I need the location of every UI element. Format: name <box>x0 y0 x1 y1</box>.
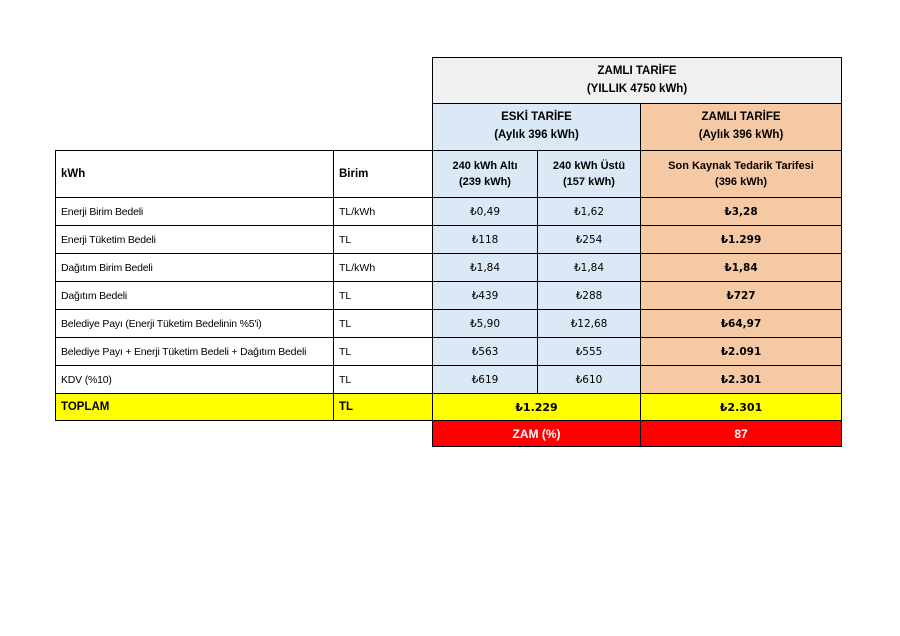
value-cell-old-over: ₺610 <box>537 365 641 394</box>
top-header-cell: ZAMLI TARİFE (YILLIK 4750 kWh) <box>431 57 843 104</box>
table-row: Dağıtım Bedeli TL ₺439 ₺288 ₺727 <box>55 281 843 310</box>
table-row: Belediye Payı (Enerji Tüketim Bedelinin … <box>55 309 843 338</box>
col-header-under-240: 240 kWh Altı (239 kWh) <box>432 150 538 198</box>
zam-label-cell: ZAM (%) <box>432 420 641 447</box>
row-label: Enerji Birim Bedeli <box>55 197 334 226</box>
zam-value-cell: 87 <box>639 420 843 447</box>
old-tariff-line2: (Aylık 396 kWh) <box>494 129 579 141</box>
row-unit: TL <box>333 225 433 254</box>
value-cell-old-under: ₺439 <box>432 281 538 310</box>
table-row: Belediye Payı + Enerji Tüketim Bedeli + … <box>55 337 843 366</box>
col3-line1: Son Kaynak Tedarik Tarifesi <box>668 159 814 172</box>
row-unit: TL <box>333 281 433 310</box>
tariff-table-wrapper: ZAMLI TARİFE (YILLIK 4750 kWh) ESKİ TARİ… <box>55 57 843 447</box>
value-cell-old-over: ₺254 <box>537 225 641 254</box>
total-old-cell: ₺1.229 <box>432 393 641 421</box>
value-cell-old-under: ₺5,90 <box>432 309 538 338</box>
col-header-birim: Birim <box>333 150 433 198</box>
value-cell-old-over: ₺288 <box>537 281 641 310</box>
value-cell-new: ₺1.299 <box>639 225 843 254</box>
row-label: Dağıtım Bedeli <box>55 281 334 310</box>
row-unit: TL/kWh <box>333 253 433 282</box>
total-new-cell: ₺2.301 <box>639 393 843 421</box>
empty-cell <box>56 421 433 447</box>
table-row: KDV (%10) TL ₺619 ₺610 ₺2.301 <box>55 365 843 394</box>
value-cell-old-under: ₺563 <box>432 337 538 366</box>
total-unit-cell: TL <box>333 393 433 421</box>
row-unit: TL <box>333 309 433 338</box>
row-unit: TL <box>333 365 433 394</box>
col1-line1: 240 kWh Altı <box>452 159 518 172</box>
table-row: ZAMLI TARİFE (YILLIK 4750 kWh) <box>56 57 843 104</box>
row-unit: TL <box>333 337 433 366</box>
value-cell-old-under: ₺619 <box>432 365 538 394</box>
tariff-table: ZAMLI TARİFE (YILLIK 4750 kWh) ESKİ TARİ… <box>55 57 843 447</box>
value-cell-new: ₺3,28 <box>639 197 843 226</box>
top-header-line2: (YILLIK 4750 kWh) <box>586 82 688 95</box>
value-cell-old-under: ₺118 <box>432 225 538 254</box>
value-cell-old-over: ₺555 <box>537 337 641 366</box>
col2-line1: 240 kWh Üstü <box>552 159 626 172</box>
top-header-line1: ZAMLI TARİFE <box>597 64 677 77</box>
value-cell-new: ₺64,97 <box>639 309 843 338</box>
value-cell-old-under: ₺1,84 <box>432 253 538 282</box>
value-cell-old-under: ₺0,49 <box>432 197 538 226</box>
table-row: TOPLAM TL ₺1.229 ₺2.301 <box>55 393 843 421</box>
table-row: Enerji Birim Bedeli TL/kWh ₺0,49 ₺1,62 ₺… <box>55 197 843 226</box>
value-cell-new: ₺727 <box>639 281 843 310</box>
new-tariff-header-cell: ZAMLI TARİFE (Aylık 396 kWh) <box>639 103 843 151</box>
value-cell-new: ₺2.301 <box>639 365 843 394</box>
value-cell-old-over: ₺1,84 <box>537 253 641 282</box>
col1-line2: (239 kWh) <box>459 176 511 188</box>
col-header-kwh: kWh <box>55 150 334 198</box>
new-tariff-line2: (Aylık 396 kWh) <box>698 129 784 141</box>
empty-cell <box>56 58 433 104</box>
value-cell-new: ₺2.091 <box>639 337 843 366</box>
row-unit: TL/kWh <box>333 197 433 226</box>
table-row: ESKİ TARİFE (Aylık 396 kWh) ZAMLI TARİFE… <box>56 103 843 151</box>
row-label: Belediye Payı (Enerji Tüketim Bedelinin … <box>55 309 334 338</box>
value-cell-old-over: ₺12,68 <box>537 309 641 338</box>
table-row: Enerji Tüketim Bedeli TL ₺118 ₺254 ₺1.29… <box>55 225 843 254</box>
col3-line2: (396 kWh) <box>715 176 767 188</box>
total-label-cell: TOPLAM <box>55 393 334 421</box>
value-cell-new: ₺1,84 <box>639 253 843 282</box>
col-header-over-240: 240 kWh Üstü (157 kWh) <box>537 150 641 198</box>
table-row: kWh Birim 240 kWh Altı (239 kWh) 240 kWh… <box>55 150 843 198</box>
col-header-son-kaynak: Son Kaynak Tedarik Tarifesi (396 kWh) <box>639 150 843 198</box>
row-label: Belediye Payı + Enerji Tüketim Bedeli + … <box>55 337 334 366</box>
table-row: ZAM (%) 87 <box>56 420 843 447</box>
table-row: Dağıtım Birim Bedeli TL/kWh ₺1,84 ₺1,84 … <box>55 253 843 282</box>
empty-cell <box>56 104 433 151</box>
row-label: Dağıtım Birim Bedeli <box>55 253 334 282</box>
col2-line2: (157 kWh) <box>563 176 615 188</box>
old-tariff-line1: ESKİ TARİFE <box>501 111 572 124</box>
value-cell-old-over: ₺1,62 <box>537 197 641 226</box>
row-label: Enerji Tüketim Bedeli <box>55 225 334 254</box>
new-tariff-line1: ZAMLI TARİFE <box>701 111 781 124</box>
old-tariff-header-cell: ESKİ TARİFE (Aylık 396 kWh) <box>432 103 641 151</box>
row-label: KDV (%10) <box>55 365 334 394</box>
